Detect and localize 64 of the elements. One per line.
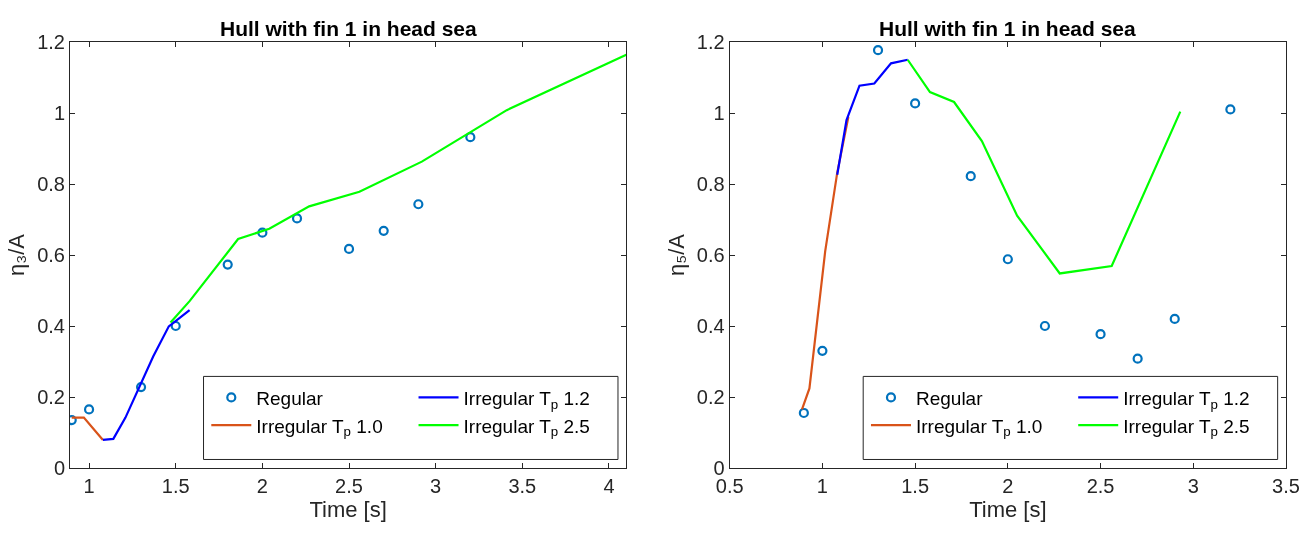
y-tick-label: 1: [53, 102, 65, 124]
point: [343, 243, 355, 255]
y-tick-label: 0: [53, 457, 65, 479]
y-tick-label: 0.8: [696, 173, 725, 195]
point: [378, 225, 389, 236]
x-tick-label: 2: [256, 475, 268, 497]
point: [222, 259, 233, 270]
legend-label: Irregular T$_{p}$ 1.0: [915, 415, 1043, 440]
point: [798, 407, 809, 419]
x-tick-label: 2: [1002, 475, 1014, 497]
legend-label: Irregular T$_{p}$ 1.0: [256, 415, 383, 440]
y-tick-label: 0.2: [37, 386, 65, 408]
x-tick-label: 3: [1187, 475, 1199, 497]
point: [291, 213, 303, 224]
point: [1132, 353, 1143, 364]
point: [1225, 104, 1236, 115]
x-axis-title: Time [s]: [309, 497, 387, 522]
x-tick-label: 1.5: [161, 475, 190, 497]
x-tick-label: 3.5: [1272, 475, 1300, 497]
chart-title: Hull with fin 1 in head sea: [220, 17, 478, 40]
x-axis-title: Time [s]: [969, 497, 1047, 522]
y-tick-label: 1.2: [37, 31, 65, 53]
y-tick-label: 0.6: [37, 244, 65, 266]
legend-label: Regular: [915, 387, 984, 409]
chart-title: Hull with fin 1 in head sea: [879, 17, 1137, 40]
point: [465, 132, 476, 143]
line-series: [836, 58, 909, 176]
y-tick-label: 0.4: [37, 315, 65, 337]
y-axis-title: η₅/A: [663, 233, 689, 276]
point: [135, 381, 147, 393]
legend-label: Irregular T$_{p}$ 1.2: [1123, 387, 1250, 412]
point: [257, 227, 268, 238]
point: [1169, 313, 1180, 324]
x-tick-label: 3.5: [508, 475, 537, 497]
legend-label: Irregular T$_{p}$ 2.5: [1123, 415, 1250, 440]
y-tick-label: 0.4: [696, 315, 725, 337]
legend-label: Regular: [256, 387, 324, 409]
line-series: [101, 308, 191, 442]
x-tick-label: 1: [816, 475, 828, 497]
x-tick-label: 3: [430, 475, 442, 497]
x-tick-label: 2.5: [335, 475, 363, 497]
point: [910, 98, 921, 109]
point: [170, 320, 181, 332]
point: [1039, 320, 1051, 332]
point: [1095, 329, 1106, 340]
point: [872, 45, 884, 56]
point: [413, 199, 424, 210]
x-tick-label: 4: [603, 475, 615, 497]
y-tick-label: 0.6: [696, 244, 725, 266]
point: [817, 345, 828, 356]
y-tick-label: 1: [713, 102, 725, 124]
y-tick-label: 1.2: [696, 31, 725, 53]
line-series: [906, 58, 1182, 275]
y-axis-title: η₃/A: [3, 233, 29, 276]
legend-label: Irregular T$_{p}$ 1.2: [463, 387, 590, 412]
point: [83, 404, 95, 415]
y-tick-label: 0.8: [37, 173, 65, 195]
legend-label: Irregular T$_{p}$ 2.5: [463, 415, 590, 440]
x-tick-label: 1.5: [901, 475, 930, 497]
x-tick-label: 2.5: [1086, 475, 1115, 497]
point: [1002, 254, 1013, 265]
point: [965, 171, 976, 182]
y-tick-label: 0.2: [696, 386, 725, 408]
x-tick-label: 1: [83, 475, 95, 497]
